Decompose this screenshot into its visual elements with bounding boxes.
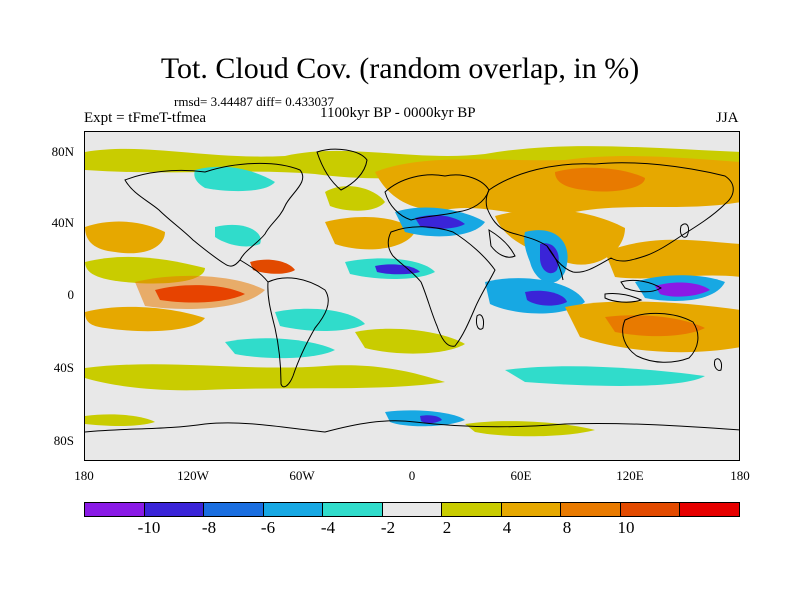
coast-greenland [316, 148, 368, 191]
coast-africa [387, 226, 496, 347]
colorbar-swatch-2 [204, 503, 264, 516]
anomaly-so-neg [225, 338, 335, 359]
coast-antarctica [85, 420, 739, 433]
anomaly-canada-neg [194, 166, 275, 192]
colorbar-label-4: 4 [502, 518, 512, 537]
anomaly-sh-atl-pos [355, 328, 465, 354]
coast-madagascar [476, 314, 484, 330]
anomaly-io-core [525, 290, 567, 306]
coast-north-america [124, 163, 304, 267]
lon-tick-180w: 180 [74, 468, 94, 483]
coast-europe [384, 174, 490, 221]
anomaly-n-atlantic [325, 186, 385, 211]
coast-central-america [239, 259, 269, 283]
coast-asia [485, 162, 734, 273]
colorbar-swatch-5 [382, 503, 443, 516]
anomaly-caribbean-red [250, 259, 295, 274]
colorbar-swatch-1 [144, 503, 205, 516]
colorbar-label-2: 2 [442, 518, 452, 537]
anomaly-med-core [415, 215, 465, 229]
coast-se-asia [620, 279, 662, 293]
period-label: 1100kyr BP - 0000kyr BP [320, 105, 476, 121]
anomaly-wpac-core [655, 282, 710, 297]
anomaly-us-neg [215, 224, 261, 247]
anomaly-asia-orange [495, 209, 625, 265]
colorbar-swatch-10 [680, 503, 740, 516]
coast-arabia [488, 229, 516, 258]
colorbar-swatch-4 [323, 503, 383, 516]
anomaly-antarctic-pos [465, 421, 595, 437]
coast-indonesia [604, 293, 643, 303]
anomaly-india-core [540, 243, 559, 274]
anomaly-atl-itcz-core [375, 264, 420, 275]
colorbar-label-8: 8 [562, 518, 572, 537]
coast-new-zealand [714, 358, 722, 371]
experiment-label: Expt = tFmeT-tfmea [84, 110, 207, 126]
anomaly-so-pos [85, 364, 445, 391]
anomaly-shading [85, 146, 739, 437]
season-label: JJA [716, 110, 739, 126]
colorbar-swatch-0 [85, 503, 145, 516]
anomaly-sh-dark [605, 315, 705, 337]
anomaly-eurasia-dark [555, 167, 645, 192]
cloud-anomaly-field [85, 146, 739, 437]
colorbar [84, 502, 740, 517]
world-map-panel [84, 131, 740, 461]
lat-tick-80n: 80N [51, 144, 74, 159]
anomaly-epac-orange [135, 275, 265, 309]
colorbar-swatch-6 [442, 503, 502, 516]
lon-tick-120w: 120W [177, 468, 209, 483]
coast-india [546, 245, 564, 281]
anomaly-sh-pacific [85, 306, 205, 332]
anomaly-antarctic-w [85, 414, 155, 426]
colorbar-label-neg10: -10 [137, 518, 161, 537]
colorbar-label-neg2: -2 [380, 518, 396, 537]
coast-australia [622, 312, 699, 363]
colorbar-label-neg8: -8 [201, 518, 217, 537]
lat-tick-40s: 40S [53, 360, 74, 375]
rmsd-diff-stats: rmsd= 3.44487 diff= 0.433037 [174, 94, 334, 109]
colorbar-label-neg6: -6 [260, 518, 276, 537]
lon-tick-120e: 120E [616, 468, 644, 483]
coast-south-america [267, 277, 329, 388]
colorbar-swatch-8 [561, 503, 621, 516]
colorbar-swatch-7 [501, 503, 562, 516]
colorbar-swatch-9 [620, 503, 681, 516]
colorbar-label-10: 10 [617, 518, 635, 537]
lon-tick-60w: 60W [289, 468, 315, 483]
anomaly-atlantic-orange [325, 217, 415, 250]
anomaly-eurasia-orange [375, 156, 739, 215]
anomaly-so-east [505, 366, 705, 386]
colorbar-label-neg4: -4 [320, 518, 336, 537]
lat-tick-0: 0 [67, 287, 75, 302]
anomaly-pacific-ne-orange [85, 221, 165, 254]
colorbar-swatch-3 [263, 503, 324, 516]
lat-tick-80s: 80S [53, 433, 74, 448]
anomaly-wpac-orange [605, 239, 739, 279]
anomaly-antarctic-core [420, 415, 442, 424]
lon-tick-0: 0 [408, 468, 416, 483]
coastlines [85, 148, 739, 433]
anomaly-sh-pac-neg [275, 308, 365, 331]
lon-tick-60e: 60E [510, 468, 532, 483]
lon-tick-180e: 180 [730, 468, 750, 483]
coast-japan [680, 223, 690, 238]
lat-tick-40n: 40N [51, 215, 74, 230]
map-title: Tot. Cloud Cov. (random overlap, in %) [160, 52, 640, 85]
